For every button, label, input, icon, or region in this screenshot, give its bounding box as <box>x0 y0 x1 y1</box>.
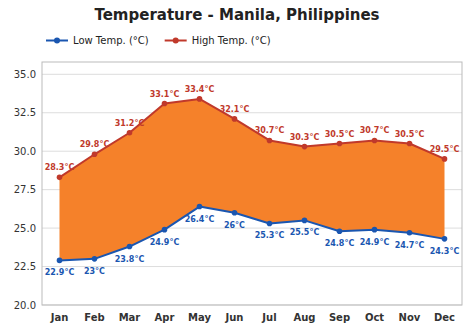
series-marker <box>372 138 378 144</box>
series-marker <box>267 138 273 144</box>
y-tick-label: 27.5 <box>14 184 36 195</box>
series-marker <box>57 258 63 264</box>
grid <box>42 74 462 305</box>
data-label: 25.3°C <box>255 231 285 240</box>
legend-marker <box>54 38 60 44</box>
data-label: 28.3°C <box>45 163 75 172</box>
data-label: 29.8°C <box>80 140 110 149</box>
series-marker <box>162 227 168 233</box>
data-label: 30.5°C <box>325 130 355 139</box>
x-tick-label: Oct <box>365 312 384 323</box>
x-tick-label: Mar <box>119 312 141 323</box>
series-marker <box>337 228 343 234</box>
data-label: 22.9°C <box>45 268 75 277</box>
data-label: 23.8°C <box>115 255 145 264</box>
series-marker <box>442 236 448 242</box>
grid-line <box>42 74 462 75</box>
series-marker <box>407 141 413 147</box>
data-label: 24.7°C <box>395 241 425 250</box>
y-tick-label: 30.0 <box>14 146 36 157</box>
series-marker <box>162 101 168 107</box>
data-label: 24.3°C <box>430 247 460 256</box>
series-marker <box>442 156 448 162</box>
chart: 20.0 22.5 25.0 27.5 30.0 32.5 35.0 Jan Feb Mar Apr… <box>0 0 474 331</box>
title: Temperature - Manila, Philippines <box>94 6 379 24</box>
y-tick-label: 20.0 <box>14 300 36 311</box>
series-marker <box>302 144 308 150</box>
data-label: 24.8°C <box>325 239 355 248</box>
data-label: 24.9°C <box>360 238 390 247</box>
data-label: 30.5°C <box>395 130 425 139</box>
legend-label: High Temp. (°C) <box>192 35 271 46</box>
series-line <box>60 207 445 261</box>
legend: Low Temp. (°C) High Temp. (°C) <box>46 35 271 46</box>
series-marker <box>127 244 133 250</box>
series-marker <box>407 230 413 236</box>
x-tick-label: Sep <box>329 312 350 323</box>
data-label: 25.5°C <box>290 228 320 237</box>
data-labels: 22.9°C 23°C 23.8°C 24.9°C 26.4°C 26°C 25.3°C 25… <box>45 85 460 277</box>
y-tick-label: 22.5 <box>14 261 36 272</box>
x-tick-label: Jul <box>261 312 276 323</box>
data-label: 24.9°C <box>150 238 180 247</box>
y-tick-label: 32.5 <box>14 107 36 118</box>
data-label: 30.3°C <box>290 133 320 142</box>
x-tick-label: Dec <box>434 312 455 323</box>
data-label: 29.5°C <box>430 145 460 154</box>
y-tick-label: 25.0 <box>14 223 36 234</box>
background <box>0 0 474 331</box>
x-tick-label: Jan <box>50 312 69 323</box>
y-tick-label: 35.0 <box>14 69 36 80</box>
series-marker <box>197 204 203 210</box>
x-tick-label: Nov <box>399 312 421 323</box>
x-tick-label: Jun <box>225 312 244 323</box>
series-marker <box>267 221 273 227</box>
plot-area <box>57 96 448 263</box>
legend-label: Low Temp. (°C) <box>73 35 149 46</box>
data-label: 32.1°C <box>220 105 250 114</box>
x-tick-label: Aug <box>293 312 315 323</box>
plot-frame <box>42 62 462 305</box>
series-marker <box>127 130 133 136</box>
data-label: 26.4°C <box>185 215 215 224</box>
legend-marker <box>173 38 179 44</box>
x-tick-label: May <box>188 312 211 323</box>
series-marker <box>92 256 98 262</box>
series-marker <box>197 96 203 102</box>
series-line <box>60 99 445 177</box>
data-label: 30.7°C <box>255 126 285 135</box>
data-label: 31.2°C <box>115 119 145 128</box>
series-marker <box>302 218 308 224</box>
series-marker <box>92 151 98 157</box>
series-marker <box>232 210 238 216</box>
range-band <box>60 99 445 260</box>
data-label: 23°C <box>84 267 105 276</box>
x-tick-label: Apr <box>155 312 175 323</box>
data-label: 30.7°C <box>360 126 390 135</box>
series-marker <box>232 116 238 122</box>
grid-line <box>42 112 462 113</box>
series-marker <box>57 175 63 181</box>
x-tick-label: Feb <box>84 312 104 323</box>
series-marker <box>337 141 343 147</box>
series-marker <box>372 227 378 233</box>
data-label: 33.1°C <box>150 90 180 99</box>
data-label: 33.4°C <box>185 85 215 94</box>
data-label: 26°C <box>224 221 245 230</box>
